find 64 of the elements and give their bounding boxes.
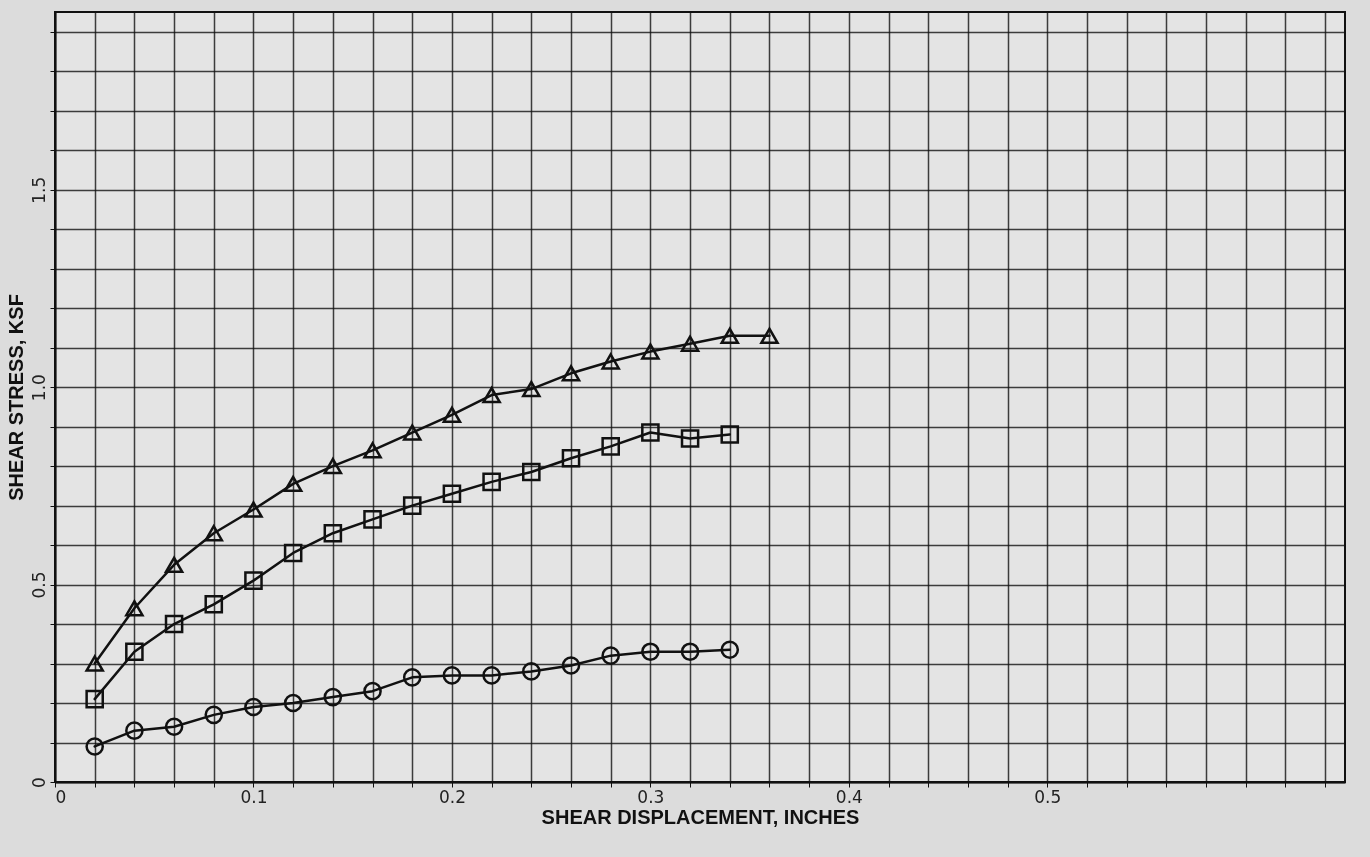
point: [204, 525, 224, 542]
point: [164, 614, 184, 634]
point: [363, 681, 382, 701]
point: [601, 353, 620, 370]
point: [680, 335, 700, 352]
point: [522, 380, 541, 398]
point: [85, 655, 104, 672]
x-tick-label: 0.2: [438, 786, 466, 807]
point: [204, 595, 224, 614]
point: [522, 462, 541, 482]
x-tick-label: 0.3: [637, 786, 665, 807]
point: [244, 501, 263, 518]
point: [680, 429, 700, 448]
point: [363, 510, 382, 529]
point: [125, 600, 144, 617]
point: [323, 687, 343, 707]
y-tick-label: 1.0: [28, 374, 49, 402]
point: [442, 666, 462, 685]
point: [125, 721, 144, 740]
point: [442, 406, 462, 423]
point: [680, 642, 700, 661]
point: [561, 656, 581, 675]
point: [482, 386, 501, 404]
point: [164, 717, 184, 737]
point: [244, 571, 263, 590]
point: [244, 697, 263, 717]
point: [283, 543, 303, 563]
point: [85, 737, 104, 756]
x-tick-label: 0: [55, 786, 67, 807]
x-axis-title: SHEAR DISPLACEMENT, INCHES: [541, 805, 860, 828]
point: [402, 424, 422, 441]
point: [323, 457, 343, 475]
point: [720, 425, 740, 444]
point: [522, 662, 541, 681]
point: [125, 642, 144, 662]
point: [402, 496, 422, 515]
y-tick-label: 0.5: [28, 571, 49, 599]
point: [601, 437, 621, 456]
point: [601, 646, 620, 665]
point: [641, 343, 660, 360]
point: [283, 693, 303, 713]
point: [561, 365, 581, 382]
point: [482, 472, 501, 492]
x-tick-label: 0.5: [1034, 786, 1062, 807]
point: [720, 327, 740, 345]
x-tick-label: 0.1: [240, 786, 268, 807]
y-tick-label: 1.5: [28, 176, 49, 204]
point: [641, 642, 660, 661]
point: [641, 423, 660, 442]
point: [561, 448, 581, 468]
point: [204, 705, 224, 725]
point: [402, 668, 422, 687]
point: [442, 484, 462, 504]
point: [85, 689, 105, 709]
y-tick-label: 0: [28, 777, 49, 788]
point: [363, 442, 382, 459]
point: [482, 666, 501, 685]
x-tick-label: 0.4: [835, 786, 863, 807]
point: [164, 556, 184, 574]
point: [760, 327, 779, 345]
y-axis-title: SHEAR STRESS, KSF: [4, 294, 27, 501]
point: [323, 523, 343, 543]
point: [720, 640, 740, 660]
point: [283, 475, 303, 493]
